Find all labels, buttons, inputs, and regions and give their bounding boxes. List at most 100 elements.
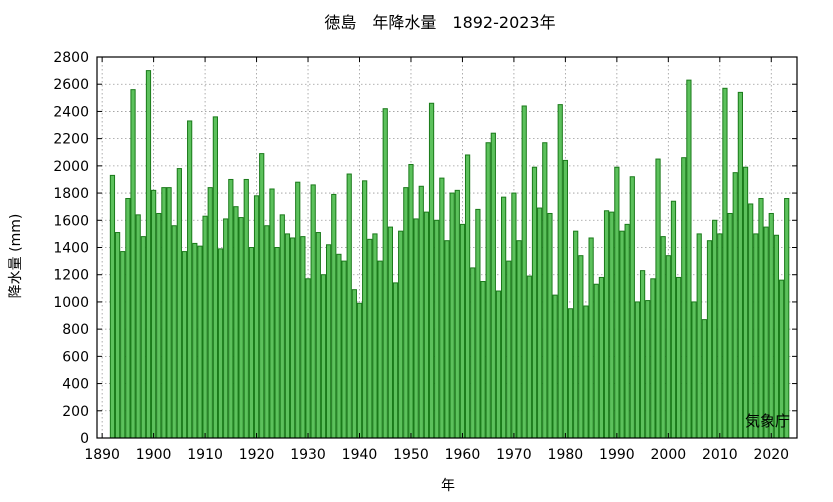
- bar-1907: [187, 120, 193, 439]
- bar-1937: [341, 260, 347, 439]
- bar-1896: [130, 89, 136, 439]
- bar-1992: [624, 223, 630, 439]
- bar-1933: [320, 274, 327, 439]
- bar-1975: [537, 207, 543, 439]
- bar-2016: [748, 203, 754, 439]
- bar-1945: [382, 108, 388, 439]
- bar-1944: [377, 260, 383, 439]
- bar-1935: [331, 193, 337, 439]
- source-label: 気象庁: [745, 412, 790, 430]
- bar-1930: [305, 278, 311, 439]
- bar-1971: [516, 240, 522, 439]
- bar-2007: [701, 319, 707, 439]
- bar-1900: [151, 189, 157, 439]
- x-tick-label: 1990: [599, 447, 635, 463]
- bar-1958: [449, 192, 455, 439]
- bar-1946: [387, 226, 393, 439]
- bar-1983: [578, 255, 584, 439]
- bar-1969: [506, 260, 512, 439]
- bar-1932: [315, 232, 321, 439]
- bar-1923: [269, 188, 275, 439]
- bar-2005: [691, 301, 697, 439]
- bar-2019: [763, 226, 769, 439]
- bar-1948: [398, 230, 404, 439]
- bar-1892: [109, 174, 116, 439]
- bar-1916: [233, 206, 239, 439]
- bar-2003: [681, 157, 687, 439]
- bar-1960: [459, 223, 466, 439]
- bar-2020: [768, 212, 774, 439]
- bar-1895: [125, 198, 131, 439]
- bar-1976: [542, 142, 548, 439]
- bar-2004: [686, 79, 692, 439]
- bar-1912: [212, 116, 218, 439]
- bar-1928: [295, 181, 301, 439]
- bar-1990: [614, 166, 620, 439]
- bar-1909: [197, 245, 203, 439]
- bar-1902: [161, 187, 167, 439]
- bar-1970: [511, 192, 517, 439]
- bar-1931: [310, 184, 316, 439]
- bar-1988: [603, 210, 610, 439]
- x-tick-label: 2010: [702, 447, 738, 463]
- bar-1943: [372, 233, 378, 439]
- bar-2002: [676, 276, 682, 439]
- bar-2014: [737, 91, 743, 439]
- bar-1893: [114, 232, 121, 439]
- bar-1966: [490, 132, 496, 439]
- bar-1980: [562, 159, 568, 439]
- x-tick-label: 1930: [290, 447, 326, 463]
- bar-2017: [753, 233, 759, 439]
- x-axis-ticks: 1890 1900 1910 1920 1930 1940 1950 1960 1970 1980…: [84, 57, 789, 463]
- y-tick-label: 1200: [53, 268, 89, 284]
- bar-1906: [181, 251, 188, 439]
- bar-1993: [629, 176, 635, 439]
- bars: [109, 70, 790, 439]
- bar-1922: [264, 225, 270, 439]
- bar-1963: [475, 208, 481, 439]
- x-tick-label: 2000: [651, 447, 687, 463]
- bar-1985: [588, 237, 594, 439]
- bar-1996: [645, 300, 651, 439]
- chart-title: 徳島 年降水量 1892-2023年: [324, 13, 555, 32]
- y-tick-label: 200: [62, 404, 89, 420]
- bar-1918: [243, 178, 249, 439]
- bar-1920: [253, 195, 260, 439]
- bar-1987: [598, 276, 605, 439]
- bar-1915: [228, 178, 234, 439]
- bar-1927: [289, 237, 296, 439]
- x-tick-label: 1970: [496, 447, 532, 463]
- bar-1924: [274, 247, 280, 439]
- bar-2018: [758, 198, 764, 439]
- bar-1991: [619, 230, 625, 439]
- y-tick-label: 600: [62, 349, 89, 365]
- bar-1964: [480, 281, 486, 439]
- bar-2006: [696, 233, 702, 439]
- bar-1979: [557, 104, 563, 439]
- y-tick-label: 1600: [53, 213, 89, 229]
- bar-1929: [300, 236, 306, 439]
- bar-1965: [485, 142, 491, 439]
- bar-1999: [660, 236, 666, 439]
- bar-2015: [742, 166, 749, 439]
- bar-1926: [284, 233, 291, 439]
- x-tick-label: 1950: [393, 447, 429, 463]
- y-tick-label: 1800: [53, 186, 89, 202]
- bar-1919: [248, 247, 255, 439]
- x-tick-label: 2020: [753, 447, 789, 463]
- bar-1957: [444, 240, 450, 439]
- y-tick-label: 1400: [53, 241, 89, 257]
- bar-1934: [326, 244, 332, 439]
- bar-1978: [552, 294, 558, 439]
- bar-1941: [362, 180, 368, 439]
- bar-1903: [166, 187, 172, 439]
- bar-1994: [634, 301, 641, 439]
- bar-2008: [706, 240, 713, 439]
- bar-1949: [403, 187, 409, 439]
- bar-2021: [773, 234, 780, 439]
- bar-1947: [392, 282, 399, 439]
- bar-1972: [521, 105, 527, 439]
- bar-1894: [120, 251, 126, 439]
- bar-2011: [722, 87, 728, 439]
